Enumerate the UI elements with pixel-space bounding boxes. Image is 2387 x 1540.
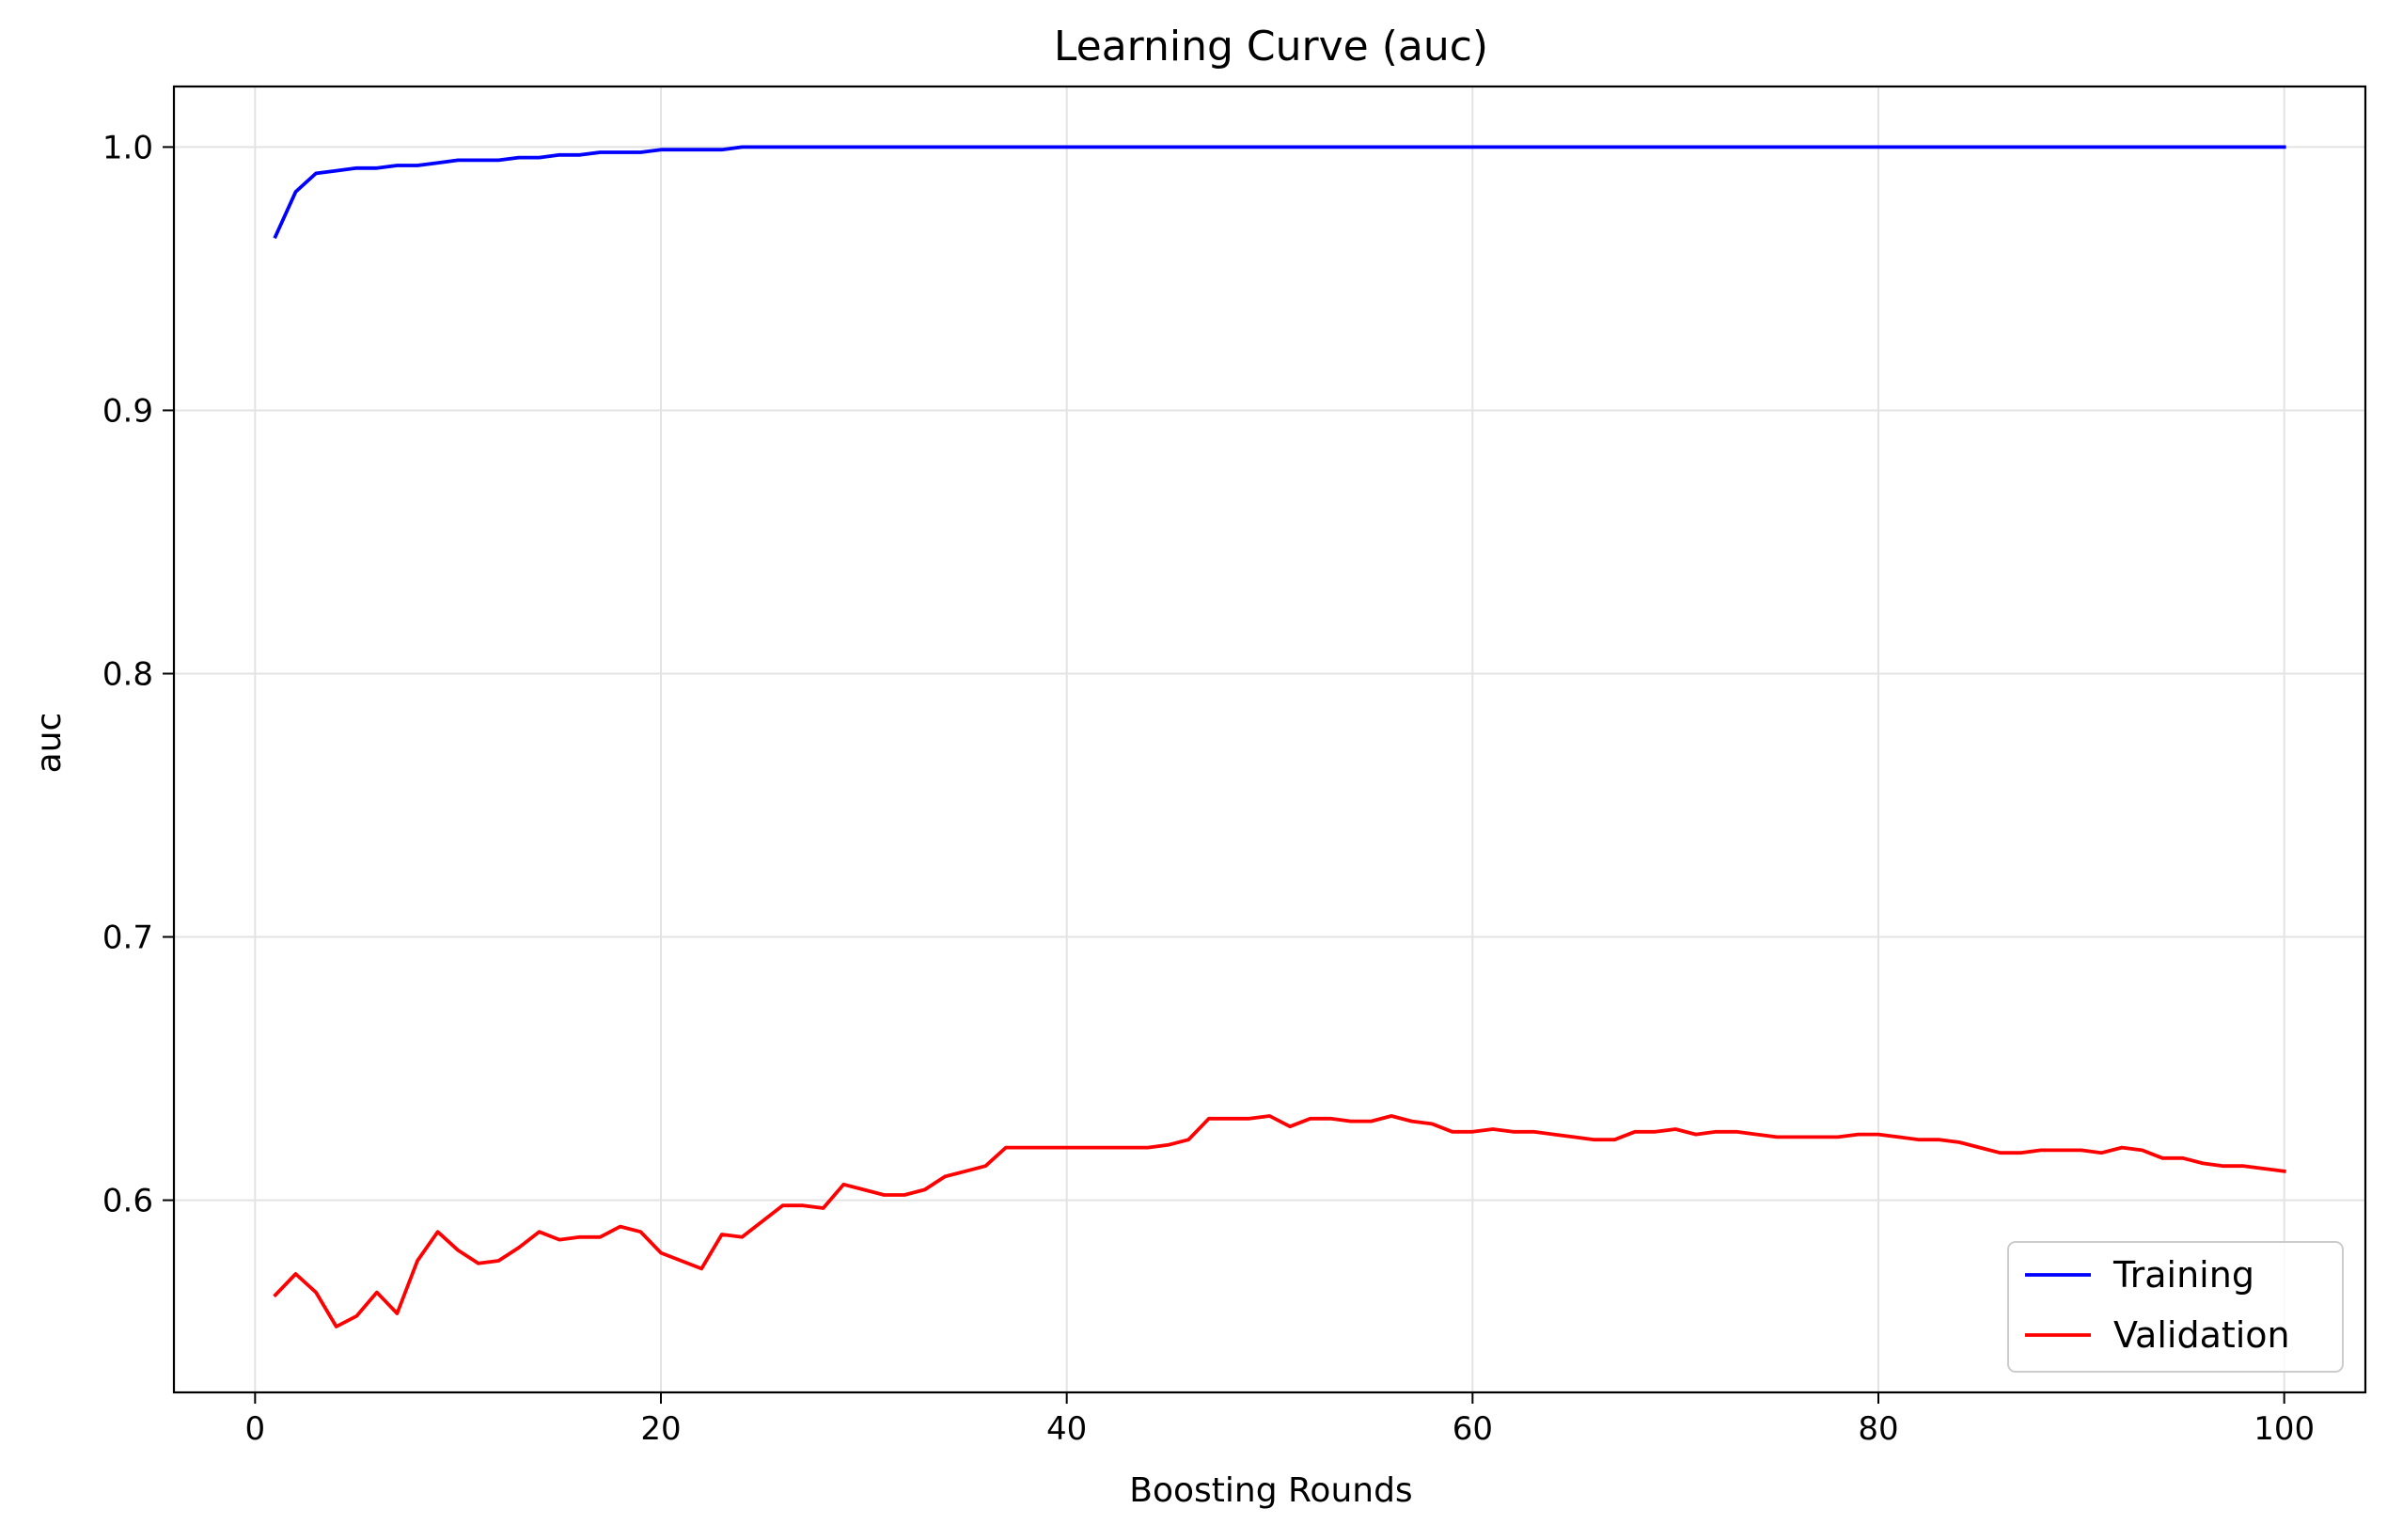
y-tick-label: 0.7: [102, 919, 153, 957]
x-tick-label: 100: [2254, 1410, 2315, 1448]
y-axis-ticks: 0.6 0.7 0.8 0.9 1.0: [102, 129, 174, 1220]
y-axis-label: auc: [30, 713, 69, 774]
x-tick-label: 40: [1046, 1410, 1087, 1448]
series-line-training: [273, 145, 2286, 240]
x-tick-label: 20: [640, 1410, 681, 1448]
chart-title: Learning Curve (auc): [1054, 23, 1488, 71]
y-tick-label: 1.0: [102, 129, 153, 166]
series-line-validation: [273, 1114, 2286, 1328]
x-axis-ticks: 0 20 40 60 80 100: [245, 1392, 2315, 1448]
y-tick-label: 0.6: [102, 1183, 153, 1220]
y-tick-label: 0.8: [102, 655, 153, 693]
y-tick-label: 0.9: [102, 392, 153, 430]
legend-label-validation: Validation: [2113, 1314, 2290, 1356]
plot-frame: [172, 85, 2367, 1394]
x-tick-label: 0: [245, 1410, 266, 1448]
x-tick-label: 80: [1858, 1410, 1898, 1448]
legend-label-training: Training: [2112, 1254, 2254, 1296]
series-lines: [273, 145, 2286, 1328]
legend: Training Validation: [2007, 1241, 2344, 1373]
x-axis-label: Boosting Rounds: [1129, 1471, 1412, 1510]
x-tick-label: 60: [1453, 1410, 1493, 1448]
legend-box: [2007, 1241, 2344, 1373]
